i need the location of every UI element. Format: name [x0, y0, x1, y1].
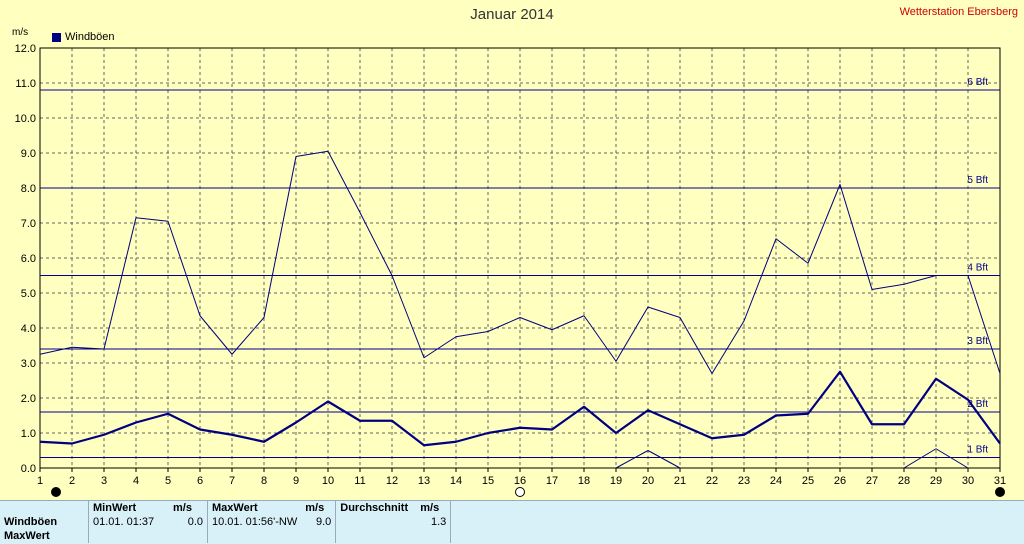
stats-row-2: MaxWert — [0, 529, 460, 543]
legend: Windböen — [52, 31, 115, 43]
y-tick-label: 1.0 — [21, 428, 36, 440]
x-tick-label: 23 — [738, 475, 750, 487]
x-tick-label: 21 — [674, 475, 686, 487]
x-tick-label: 10 — [322, 475, 334, 487]
x-tick-label: 6 — [197, 475, 203, 487]
max-unit-header: m/s — [305, 502, 325, 514]
x-tick-label: 18 — [578, 475, 590, 487]
x-tick-label: 12 — [386, 475, 398, 487]
max-time: 10.01. 01:56'-NW — [207, 515, 302, 529]
statistics-panel: MinWert m/s MaxWert m/s Durchschnitt m/s… — [0, 500, 1024, 544]
x-tick-label: 9 — [293, 475, 299, 487]
x-tick-label: 17 — [546, 475, 558, 487]
y-tick-label: 8.0 — [21, 183, 36, 195]
x-tick-label: 24 — [770, 475, 782, 487]
y-tick-label: 2.0 — [21, 393, 36, 405]
x-tick-label: 16 — [514, 475, 526, 487]
min-unit-header: m/s — [173, 502, 192, 514]
y-tick-label: 9.0 — [21, 148, 36, 160]
chart-title: Januar 2014 — [470, 6, 554, 23]
statistics-table: MinWert m/s MaxWert m/s Durchschnitt m/s… — [0, 501, 460, 543]
x-tick-label: 11 — [354, 475, 365, 487]
min-header: MinWert — [88, 501, 169, 515]
beaufort-label: 4 Bft — [967, 263, 988, 274]
legend-swatch — [52, 32, 61, 42]
x-tick-label: 4 — [133, 475, 139, 487]
y-tick-label: 7.0 — [21, 218, 36, 230]
y-axis-unit: m/s — [12, 27, 29, 38]
station-name: Wetterstation Ebersberg — [899, 6, 1018, 18]
x-tick-label: 31 — [994, 475, 1006, 487]
x-tick-label: 5 — [165, 475, 171, 487]
beaufort-label: 6 Bft — [967, 77, 988, 88]
x-tick-label: 19 — [610, 475, 622, 487]
series-min-segment — [647, 450, 681, 469]
max-header: MaxWert — [207, 501, 302, 515]
y-tick-label: 11.0 — [15, 78, 36, 90]
stats-row-label: Windböen — [4, 516, 58, 528]
x-tick-label: 27 — [866, 475, 878, 487]
x-tick-label: 28 — [898, 475, 910, 487]
legend-label: Windböen — [65, 31, 115, 43]
x-tick-label: 26 — [834, 475, 846, 487]
line-chart: 1 Bft 2 Bft 3 Bft 4 Bft 5 Bft 6 Bft 0.0 1.0 2.0 3… — [15, 43, 1006, 497]
x-tick-label: 29 — [930, 475, 942, 487]
max-value: 9.0 — [315, 516, 332, 528]
beaufort-label: 3 Bft — [967, 336, 988, 347]
beaufort-label: 5 Bft — [967, 175, 988, 186]
y-tick-label: 6.0 — [21, 253, 36, 265]
x-tick-label: 2 — [69, 475, 75, 487]
stats-row: Windböen 01.01. 01:37 0.0 10.01. 01:56'-… — [0, 515, 460, 529]
y-tick-label: 5.0 — [21, 288, 36, 300]
x-tick-label: 25 — [802, 475, 814, 487]
x-tick-label: 1 — [37, 475, 43, 487]
full-moon-icon — [515, 487, 525, 497]
avg-header: Durchschnitt — [335, 501, 417, 515]
x-tick-label: 3 — [101, 475, 107, 487]
new-moon-icon — [51, 487, 61, 497]
x-tick-label: 30 — [962, 475, 974, 487]
new-moon-icon — [995, 487, 1005, 497]
series-max-line — [39, 150, 1001, 374]
y-tick-label: 10.0 — [15, 113, 36, 125]
series-min-segment — [935, 448, 969, 469]
beaufort-label: 1 Bft — [967, 445, 988, 456]
avg-value: 1.3 — [430, 516, 447, 528]
x-tick-label: 14 — [450, 475, 462, 487]
avg-unit-header: m/s — [420, 502, 440, 514]
beaufort-label: 2 Bft — [967, 399, 988, 410]
series-min-segment — [903, 448, 937, 469]
x-tick-label: 13 — [418, 475, 430, 487]
x-tick-label: 15 — [482, 475, 494, 487]
stats-header-row: MinWert m/s MaxWert m/s Durchschnitt m/s — [0, 501, 460, 515]
min-time: 01.01. 01:37 — [88, 515, 169, 529]
y-tick-label: 12.0 — [15, 43, 36, 55]
series-min-segment — [615, 450, 649, 469]
y-tick-label: 0.0 — [21, 463, 36, 475]
y-tick-label: 4.0 — [21, 323, 36, 335]
y-tick-label: 3.0 — [21, 358, 36, 370]
x-tick-label: 20 — [642, 475, 654, 487]
x-tick-label: 7 — [229, 475, 235, 487]
x-tick-label: 8 — [261, 475, 267, 487]
series-mean-line — [39, 370, 1001, 447]
min-value: 0.0 — [187, 516, 203, 528]
x-tick-label: 22 — [706, 475, 718, 487]
stats-row-label-2: MaxWert — [4, 530, 50, 542]
